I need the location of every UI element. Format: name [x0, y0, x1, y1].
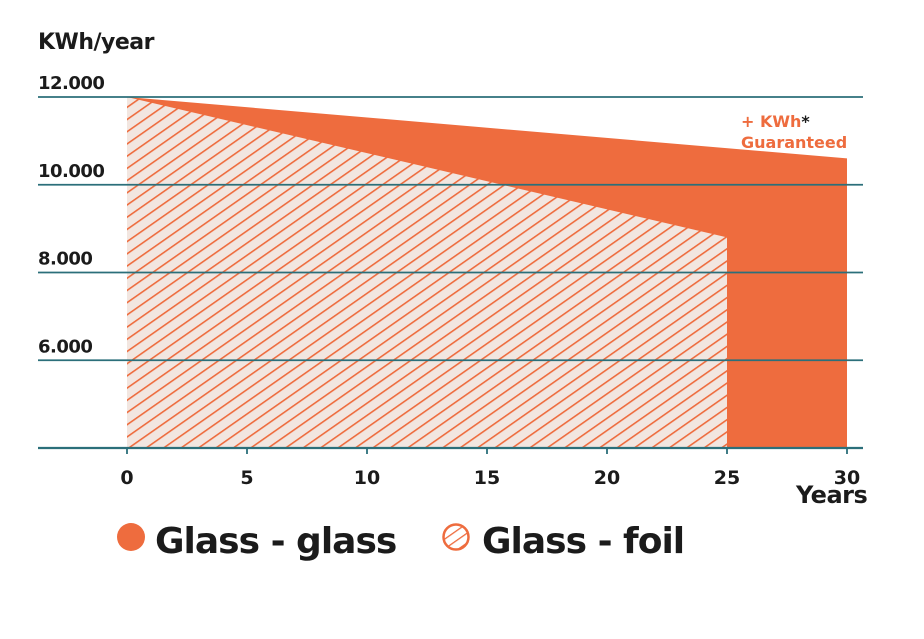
legend-swatch-hatched [442, 523, 470, 551]
y-tick-label: 6.000 [38, 336, 92, 357]
legend-label-glass-foil: Glass - foil [482, 521, 684, 562]
y-tick-label: 10.000 [38, 161, 104, 182]
annotation-line1: + KWh* [741, 112, 810, 131]
x-tick-label: 30 [834, 467, 860, 489]
x-tick-label: 0 [120, 467, 133, 489]
x-tick-labels: 0 5 10 15 20 25 30 [120, 467, 860, 489]
x-tick-label: 20 [594, 467, 620, 489]
annotation-star: * [801, 112, 810, 131]
grid-layer [38, 96, 863, 454]
x-tick-label: 5 [240, 467, 253, 489]
legend: Glass - glass Glass - foil [117, 521, 685, 562]
x-tick-label: 10 [354, 467, 380, 489]
legend-swatch-solid [117, 523, 145, 551]
x-tick-label: 25 [714, 467, 740, 489]
annotation-guaranteed: Guaranteed [741, 133, 847, 152]
y-tick-label: 12.000 [38, 73, 104, 94]
y-tick-labels: 12.000 10.000 8.000 6.000 [38, 73, 105, 357]
legend-label-glass-glass: Glass - glass [155, 521, 396, 562]
annotation-kwh: + KWh [741, 112, 801, 131]
x-tick-label: 15 [474, 467, 500, 489]
x-axis-title: Years [795, 481, 867, 509]
legend-item-glass-glass: Glass - glass [117, 521, 397, 562]
y-tick-label: 8.000 [38, 249, 92, 270]
legend-item-glass-foil: Glass - foil [442, 521, 685, 562]
guarantee-annotation: + KWh* Guaranteed [741, 112, 847, 152]
y-axis-title: KWh/year [38, 30, 155, 55]
